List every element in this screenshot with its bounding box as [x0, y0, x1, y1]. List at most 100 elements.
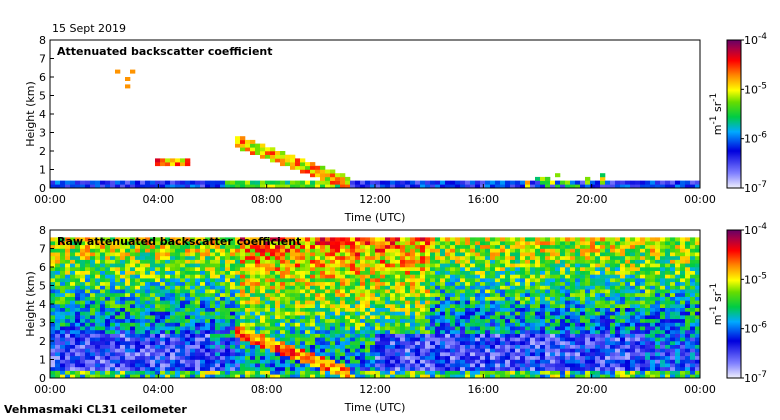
heatmap-cell: [200, 322, 206, 327]
heatmap-cell: [570, 270, 576, 275]
heatmap-cell: [495, 352, 501, 357]
heatmap-cell: [570, 237, 576, 242]
heatmap-cell: [285, 348, 291, 353]
heatmap-cell: [135, 307, 141, 312]
heatmap-cell: [555, 348, 561, 353]
heatmap-cell: [515, 180, 521, 185]
heatmap-cell: [570, 322, 576, 327]
heatmap-cell: [325, 237, 331, 242]
heatmap-cell: [190, 278, 196, 283]
heatmap-cell: [165, 322, 171, 327]
heatmap-cell: [525, 359, 531, 364]
heatmap-cell: [225, 281, 231, 286]
heatmap-cell: [270, 237, 276, 242]
heatmap-cell: [165, 274, 171, 279]
heatmap-cell: [460, 363, 466, 368]
heatmap-cell: [635, 263, 641, 268]
heatmap-cell: [220, 278, 226, 283]
heatmap-cell: [95, 255, 101, 260]
heatmap-cell: [595, 274, 601, 279]
heatmap-cell: [375, 344, 381, 349]
heatmap-cell: [520, 348, 526, 353]
heatmap-cell: [375, 252, 381, 257]
heatmap-cell: [335, 344, 341, 349]
heatmap-cell: [560, 270, 566, 275]
heatmap-cell: [330, 337, 336, 342]
heatmap-cell: [350, 274, 356, 279]
heatmap-cell: [235, 285, 241, 290]
heatmap-cell: [650, 292, 656, 297]
heatmap-cell: [150, 326, 156, 331]
heatmap-cell: [595, 333, 601, 338]
heatmap-cell: [340, 176, 346, 181]
heatmap-cell: [340, 333, 346, 338]
heatmap-cell: [495, 289, 501, 294]
heatmap-cell: [365, 366, 371, 371]
heatmap-cell: [355, 296, 361, 301]
heatmap-cell: [305, 252, 311, 257]
heatmap-cell: [90, 366, 96, 371]
heatmap-cell: [500, 241, 506, 246]
heatmap-cell: [205, 184, 211, 189]
heatmap-cell: [565, 292, 571, 297]
heatmap-cell: [400, 180, 406, 185]
heatmap-cell: [85, 374, 91, 379]
heatmap-cell: [220, 374, 226, 379]
heatmap-cell: [170, 270, 176, 275]
heatmap-cell: [640, 311, 646, 316]
heatmap-cell: [285, 300, 291, 305]
heatmap-cell: [280, 304, 286, 308]
heatmap-cell: [245, 292, 251, 297]
heatmap-cell: [420, 241, 426, 246]
heatmap-cell: [610, 244, 616, 249]
heatmap-cell: [625, 370, 631, 375]
heatmap-cell: [315, 363, 321, 368]
heatmap-cell: [275, 352, 281, 357]
heatmap-cell: [175, 158, 181, 163]
heatmap-cell: [635, 348, 641, 353]
heatmap-cell: [515, 352, 521, 357]
heatmap-cell: [55, 341, 61, 345]
heatmap-cell: [300, 255, 306, 260]
heatmap-cell: [85, 329, 91, 334]
heatmap-cell: [255, 244, 261, 249]
heatmap-cell: [255, 348, 261, 353]
heatmap-cell: [65, 355, 71, 360]
heatmap-cell: [60, 344, 66, 349]
heatmap-cell: [395, 359, 401, 364]
heatmap-cell: [580, 352, 586, 357]
heatmap-cell: [495, 366, 501, 371]
heatmap-cell: [265, 244, 271, 249]
heatmap-cell: [500, 315, 506, 320]
heatmap-cell: [140, 322, 146, 327]
heatmap-cell: [505, 374, 511, 379]
heatmap-cell: [290, 255, 296, 260]
heatmap-cell: [505, 263, 511, 268]
heatmap-cell: [470, 355, 476, 360]
heatmap-cell: [575, 285, 581, 290]
heatmap-cell: [460, 352, 466, 357]
heatmap-cell: [455, 315, 461, 320]
heatmap-cell: [55, 180, 61, 185]
heatmap-cell: [475, 259, 481, 264]
heatmap-cell: [620, 348, 626, 353]
heatmap-cell: [220, 311, 226, 316]
heatmap-cell: [75, 363, 81, 368]
heatmap-cell: [525, 292, 531, 297]
heatmap-cell: [210, 326, 216, 331]
heatmap-cell: [120, 285, 126, 290]
heatmap-cell: [235, 304, 241, 308]
heatmap-cell: [360, 237, 366, 242]
heatmap-cell: [135, 326, 141, 331]
heatmap-cell: [565, 363, 571, 368]
heatmap-cell: [500, 359, 506, 364]
heatmap-cell: [135, 241, 141, 246]
heatmap-cell: [430, 263, 436, 268]
heatmap-cell: [460, 333, 466, 338]
heatmap-cell: [475, 267, 481, 271]
heatmap-cell: [595, 289, 601, 294]
heatmap-cell: [570, 255, 576, 260]
heatmap-cell: [115, 374, 121, 379]
heatmap-cell: [240, 244, 246, 249]
heatmap-cell: [150, 244, 156, 249]
